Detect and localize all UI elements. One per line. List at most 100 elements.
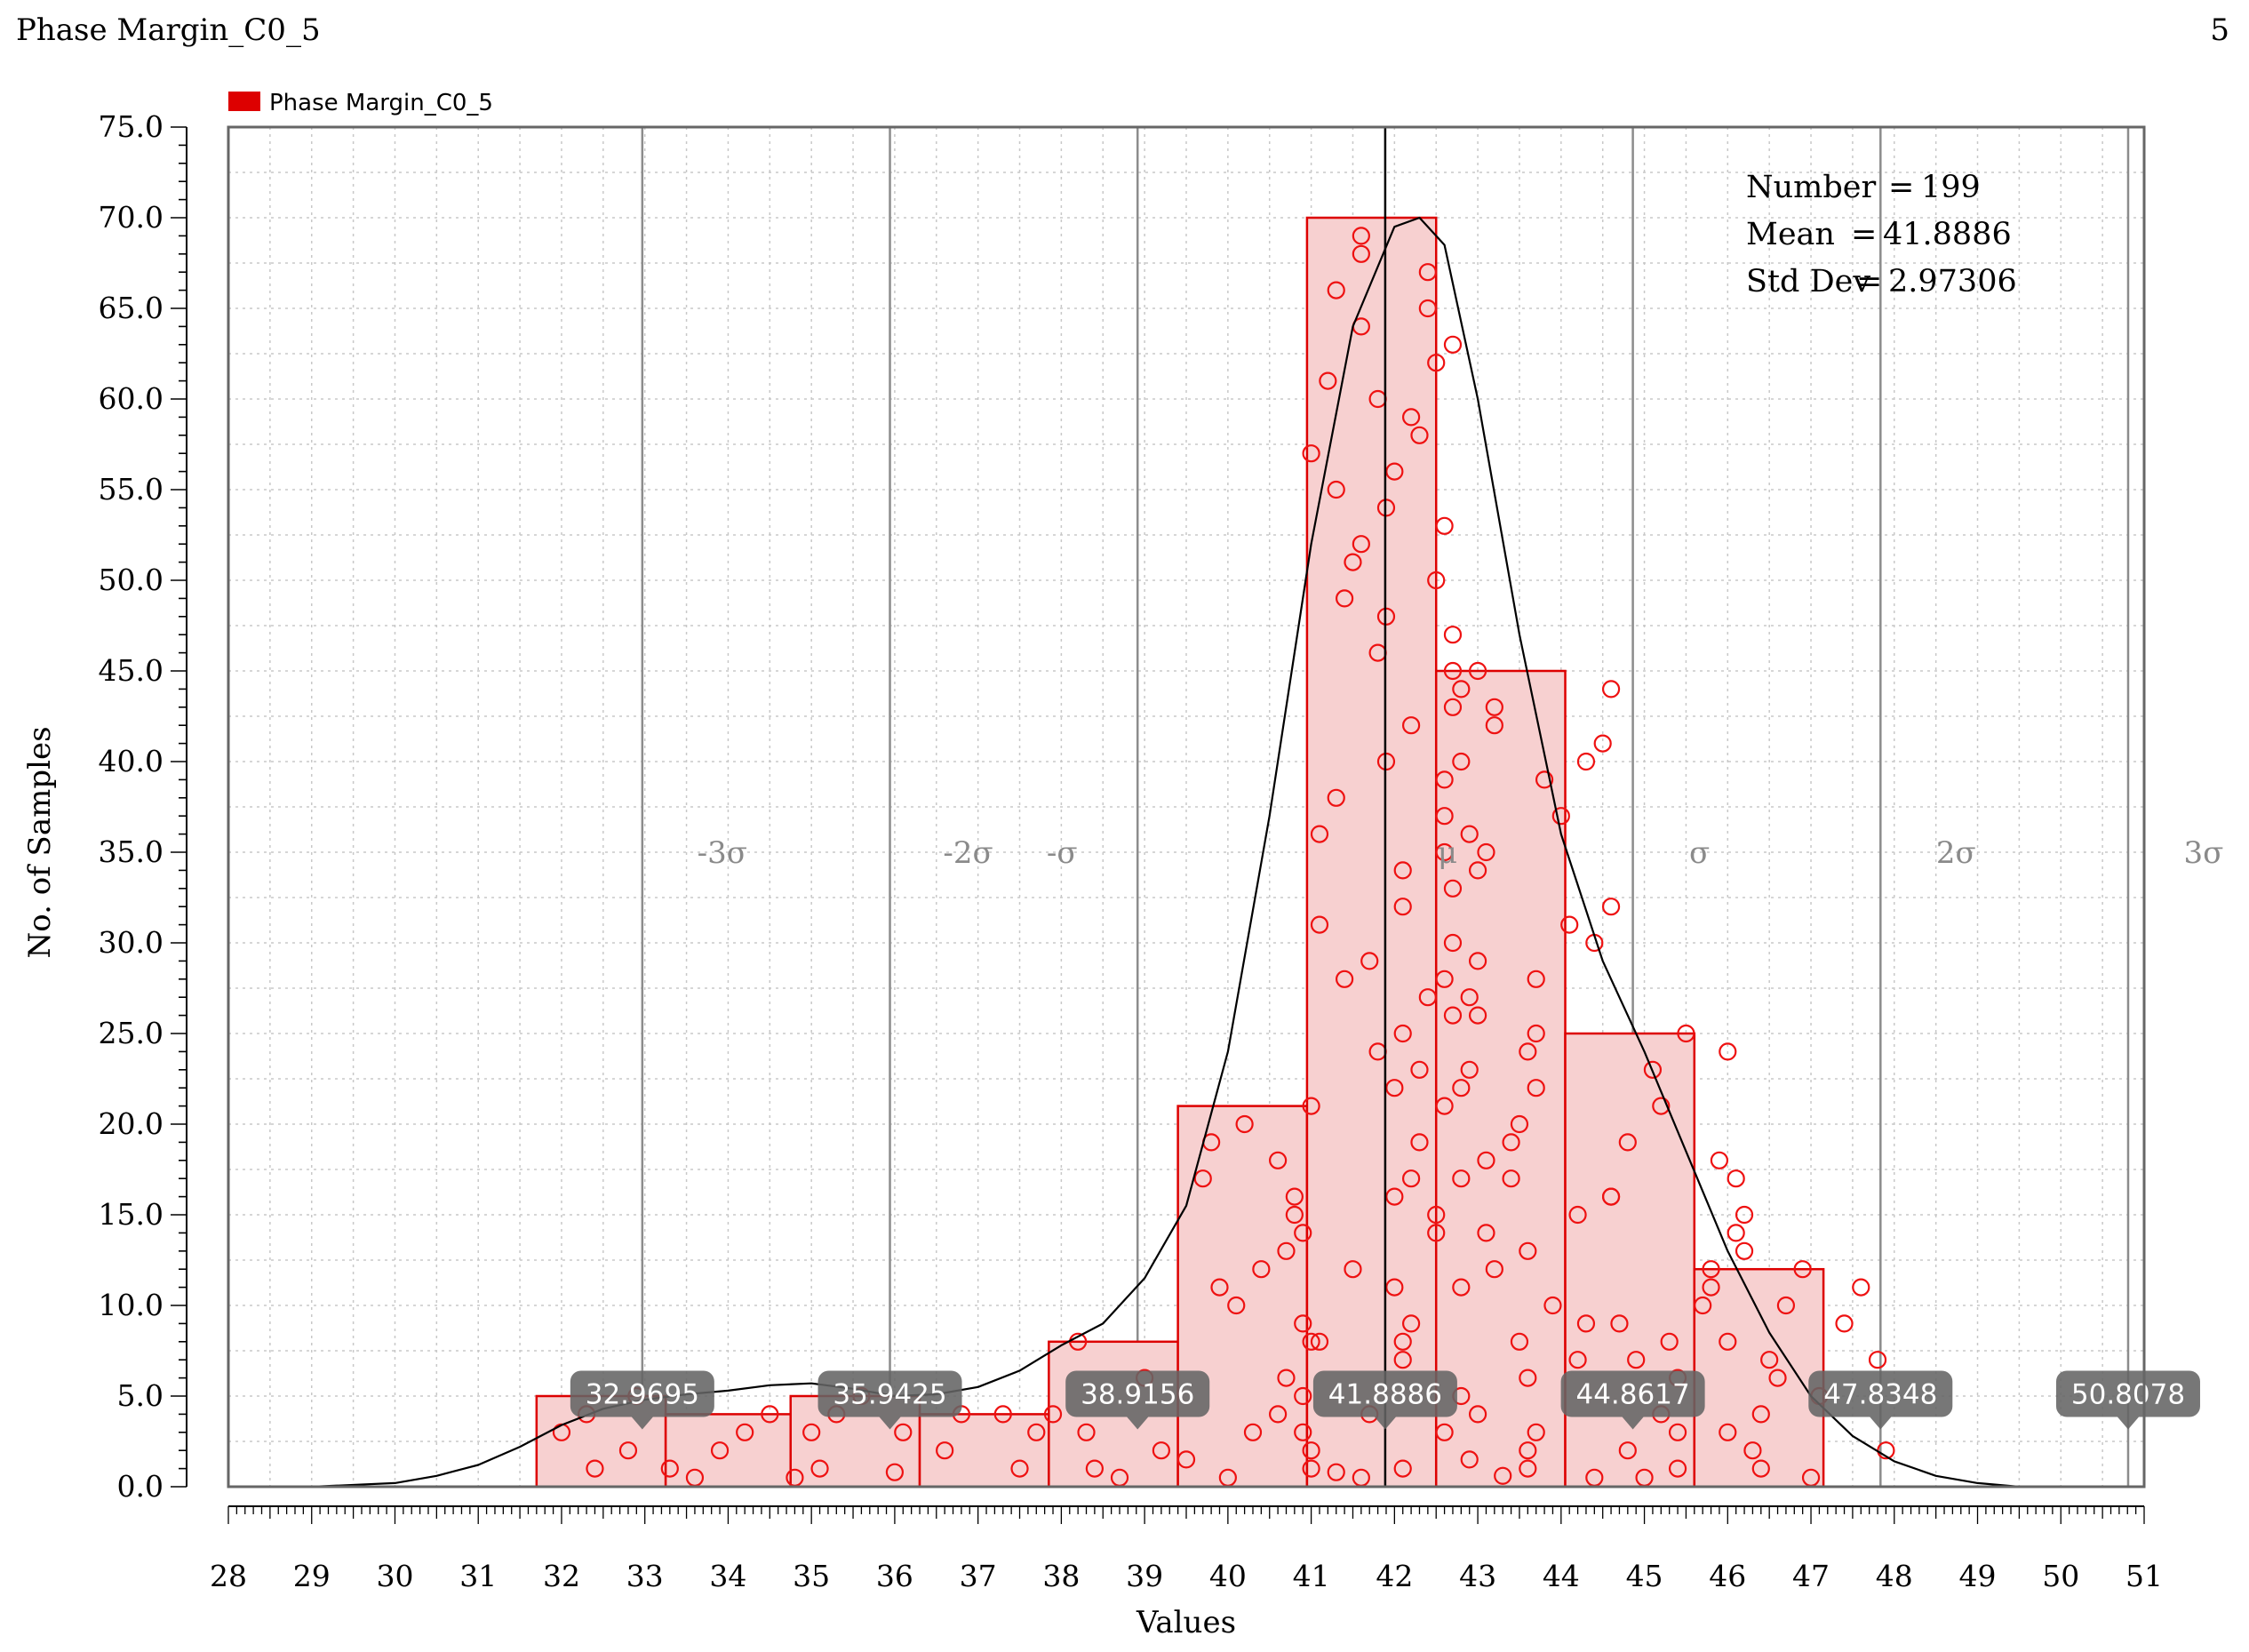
sample-point: [1043, 1405, 1063, 1424]
sample-point: [1502, 1169, 1520, 1188]
y-tick-label: 65.0: [99, 291, 163, 325]
sigma-label: 3σ: [2184, 835, 2224, 871]
sample-point: [1719, 1423, 1737, 1441]
sample-point: [1435, 516, 1454, 535]
sigma-flag-pointer: [1127, 1417, 1149, 1430]
sample-point: [1835, 1314, 1854, 1333]
stat-mean-label: Mean: [1746, 217, 1835, 252]
sample-point: [1485, 1260, 1503, 1279]
sample-point: [810, 1459, 829, 1478]
sample-point: [1294, 1386, 1312, 1406]
histogram-bar: [1305, 216, 1438, 1488]
legend: Phase Margin_C0_5: [228, 90, 493, 116]
sample-point: [1443, 1006, 1463, 1025]
sample-point: [1401, 408, 1421, 427]
y-tick-label: 15.0: [99, 1197, 163, 1232]
stat-number-eq: =: [1888, 170, 1914, 205]
sample-point: [1694, 1296, 1712, 1315]
sample-point: [1452, 1169, 1471, 1188]
sigma-flag-box: [570, 1370, 714, 1417]
sample-point: [1551, 807, 1570, 826]
sample-point: [1352, 227, 1370, 245]
sample-point: [1468, 952, 1487, 970]
sample-point: [1285, 1205, 1304, 1225]
sample-point: [1393, 1351, 1412, 1369]
sample-point: [1385, 1187, 1404, 1206]
x-tick-label: 48: [1876, 1559, 1913, 1593]
sample-point: [1519, 1441, 1537, 1460]
sigma-flag-value: 35.9425: [833, 1378, 946, 1410]
x-tick-label: 43: [1459, 1559, 1496, 1593]
sample-point: [1393, 861, 1412, 880]
sample-point: [1327, 1463, 1345, 1481]
sample-point: [1227, 1296, 1246, 1315]
histogram-bar: [918, 1413, 1050, 1488]
sigma-flag: 38.9156: [1065, 1370, 1210, 1430]
sample-point: [1210, 1278, 1229, 1297]
sigma-flag-pointer: [1870, 1417, 1892, 1430]
histogram-bar: [1434, 669, 1567, 1488]
sample-point: [1327, 788, 1345, 807]
x-tick-label: 34: [709, 1559, 746, 1593]
sample-point: [1460, 1450, 1479, 1469]
sample-point: [1435, 807, 1454, 826]
sample-point: [1302, 444, 1320, 463]
x-tick-label: 45: [1626, 1559, 1663, 1593]
sample-point: [1751, 1459, 1770, 1478]
sample-point: [1468, 1405, 1487, 1424]
sample-point: [1302, 1441, 1320, 1460]
sample-point: [1443, 661, 1463, 681]
sample-point: [1418, 988, 1437, 1007]
sigma-labels: -3σ -2σ -σ μ σ 2σ 3σ: [698, 835, 2224, 871]
sample-point: [1576, 752, 1596, 771]
sample-point: [1393, 1459, 1412, 1478]
sample-point: [1610, 1314, 1629, 1333]
sample-point: [1702, 1278, 1720, 1297]
sample-point: [1776, 1296, 1796, 1315]
sample-point: [736, 1423, 754, 1441]
sample-point: [1460, 1060, 1479, 1079]
sample-point: [1401, 716, 1421, 735]
y-tick-label: 20.0: [99, 1106, 163, 1141]
sigma-flag-box: [1312, 1370, 1457, 1417]
sample-point: [1751, 1405, 1770, 1424]
sigma-flag-pointer: [631, 1417, 653, 1430]
sample-point: [1344, 1260, 1362, 1279]
y-tick-label: 50.0: [99, 563, 163, 597]
sample-point: [1252, 1260, 1271, 1279]
y-tick-label: 45.0: [99, 653, 163, 688]
sample-point: [802, 1423, 821, 1441]
sigma-flag: 50.8078: [2055, 1370, 2200, 1430]
y-tick-label: 55.0: [99, 472, 163, 507]
sample-point: [1477, 842, 1495, 862]
sample-point: [1302, 1332, 1320, 1351]
sigma-flag-value: 47.8348: [1823, 1378, 1937, 1410]
sample-point: [1652, 1097, 1671, 1115]
sample-point: [1027, 1423, 1046, 1441]
sample-point: [1385, 1079, 1404, 1097]
sample-point: [1727, 1224, 1745, 1242]
y-tick-label: 70.0: [99, 200, 163, 235]
sample-point: [1468, 861, 1487, 880]
sample-point: [1176, 1450, 1196, 1469]
sample-point: [1336, 589, 1354, 608]
sample-point: [1443, 698, 1463, 716]
sample-point: [894, 1423, 913, 1441]
sample-point: [1327, 480, 1345, 499]
sample-point: [1452, 680, 1471, 698]
stat-mean-value: 41.8886: [1883, 217, 2012, 252]
sample-point: [1269, 1151, 1288, 1169]
sample-point: [1727, 1169, 1745, 1188]
sample-point: [1452, 752, 1471, 771]
sample-point: [1735, 1205, 1754, 1225]
sample-point: [1668, 1423, 1687, 1441]
sample-point: [1336, 970, 1354, 988]
sample-point: [1310, 825, 1329, 843]
sample-point: [1618, 1441, 1637, 1460]
sample-point: [1660, 1332, 1679, 1351]
sigma-value-flags: 32.9695 35.9425 38.9156 41.8886 44.8617 47.83…: [570, 1370, 2200, 1430]
sample-point: [1427, 1205, 1446, 1225]
sample-point: [1443, 335, 1463, 354]
sample-point: [618, 1441, 638, 1460]
